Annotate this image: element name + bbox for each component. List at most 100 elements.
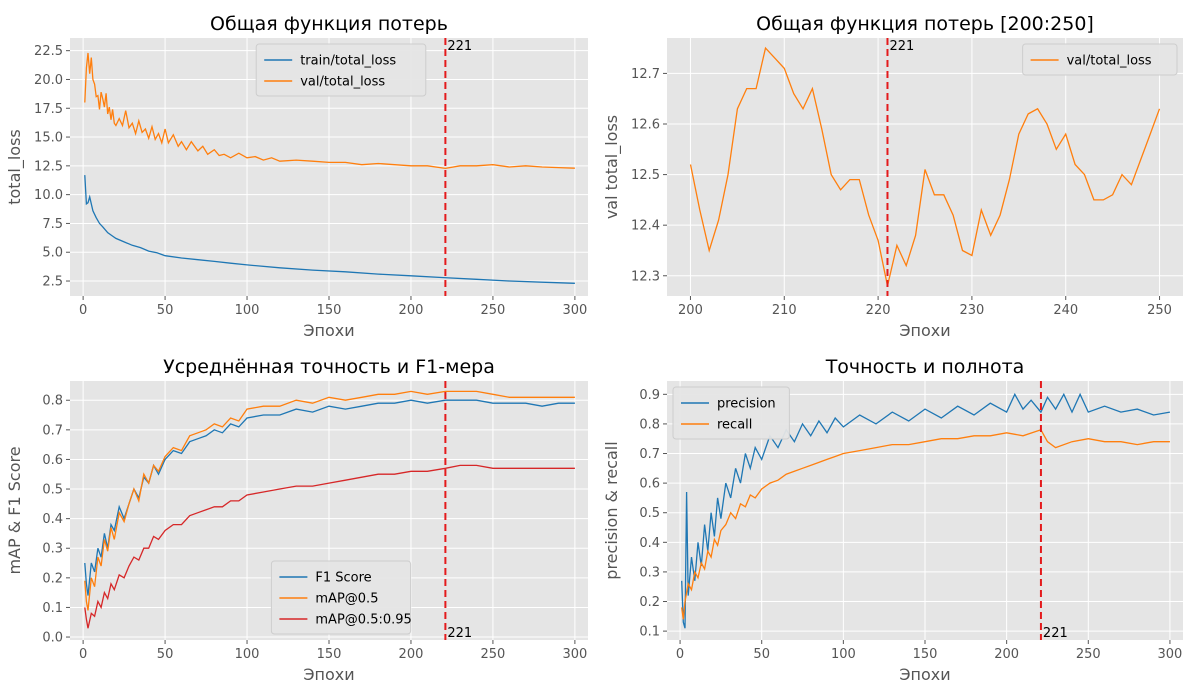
y-tick-label: 0.5 (42, 483, 63, 498)
series-line-val-total-loss (84, 52, 575, 170)
series-line-map-0-5 (84, 390, 575, 611)
y-tick-label: 7.5 (42, 217, 63, 232)
legend: val/total_loss (1022, 43, 1178, 76)
subplot-total-loss: Общая функция потерь 0 50 100 150 200 250 300 2… (5, 13, 588, 340)
x-tick-label: 0 (79, 647, 87, 662)
x-tick-label: 100 (831, 647, 856, 662)
x-tick-label: 200 (994, 647, 1019, 662)
legend-entry: recall (717, 418, 752, 433)
y-axis-label: val total_loss (602, 115, 622, 219)
y-tick-label: 12.4 (631, 219, 660, 234)
y-axis-label: precision & recall (602, 441, 621, 579)
x-tick-label: 150 (913, 647, 938, 662)
plot-area (667, 38, 1183, 296)
x-tick-label: 0 (79, 303, 87, 318)
legend-entry: mAP@0.5 (315, 592, 378, 607)
series-line-recall (681, 429, 1170, 620)
y-tick-label: 0.5 (639, 506, 660, 521)
legend-entry: val/total_loss (1067, 54, 1152, 69)
legend: train/total_loss val/total_loss (255, 43, 427, 97)
y-tick-label: 10.0 (34, 188, 63, 203)
series-line-map-0-5-0-95 (84, 464, 575, 629)
y-tick-label: 0.8 (42, 394, 63, 409)
x-axis-label: Эпохи (303, 321, 354, 340)
epoch-marker-label: 221 (889, 39, 914, 54)
x-tick-label: 250 (1147, 303, 1172, 318)
x-tick-label: 0 (676, 647, 684, 662)
x-axis-label: Эпохи (303, 665, 354, 684)
x-tick-label: 250 (481, 303, 506, 318)
x-tick-label: 300 (562, 647, 587, 662)
y-tick-label: 0.6 (639, 477, 660, 492)
epoch-marker-label: 221 (447, 626, 472, 641)
epoch-marker-label: 221 (1043, 626, 1068, 641)
x-tick-label: 150 (317, 647, 342, 662)
epoch-marker-label: 221 (447, 39, 472, 54)
y-tick-label: 0.9 (639, 388, 660, 403)
x-tick-label: 250 (1076, 647, 1101, 662)
x-tick-label: 240 (1053, 303, 1078, 318)
y-tick-label: 12.5 (631, 168, 660, 183)
y-tick-label: 15.0 (34, 131, 63, 146)
subplot-title: Точность и полнота (825, 356, 1025, 378)
x-tick-label: 210 (772, 303, 797, 318)
x-tick-label: 200 (678, 303, 703, 318)
y-tick-label: 0.1 (42, 601, 63, 616)
y-tick-label: 0.7 (42, 423, 63, 438)
x-tick-label: 100 (235, 303, 260, 318)
subplot-title: Общая функция потерь [200:250] (756, 13, 1094, 35)
y-tick-label: 0.4 (639, 536, 660, 551)
y-tick-label: 0.4 (42, 512, 63, 527)
y-axis-label: mAP & F1 Score (5, 446, 24, 574)
series-line-precision (681, 392, 1171, 629)
x-tick-label: 220 (866, 303, 891, 318)
y-tick-label: 0.3 (639, 565, 660, 580)
legend: precision recall (672, 386, 790, 440)
y-tick-label: 20.0 (34, 73, 63, 88)
y-tick-label: 12.3 (631, 269, 660, 284)
y-tick-label: 5.0 (42, 246, 63, 261)
y-tick-label: 0.3 (42, 542, 63, 557)
y-tick-label: 12.6 (631, 118, 660, 133)
y-tick-label: 0.1 (639, 625, 660, 640)
x-axis-label: Эпохи (899, 321, 950, 340)
y-tick-label: 0.6 (42, 453, 63, 468)
x-axis-label: Эпохи (899, 665, 950, 684)
x-tick-label: 250 (481, 647, 506, 662)
y-tick-label: 0.8 (639, 417, 660, 432)
subplot-map-f1: Усреднённая точность и F1-мера 0 50 100 150… (5, 356, 588, 684)
y-axis-label: total_loss (5, 129, 25, 205)
legend-entry: mAP@0.5:0.95 (315, 613, 411, 628)
x-tick-label: 300 (1158, 647, 1183, 662)
x-tick-label: 50 (157, 647, 174, 662)
legend-entry: train/total_loss (300, 54, 396, 69)
series-line-val-total-loss (689, 46, 1161, 287)
legend-entry: F1 Score (315, 571, 371, 586)
y-tick-label: 12.5 (34, 159, 63, 174)
y-tick-label: 0.7 (639, 447, 660, 462)
subplot-title: Усреднённая точность и F1-мера (163, 356, 495, 378)
series-line-train-total-loss (84, 175, 575, 284)
subplot-total-loss-zoom: Общая функция потерь [200:250] 200 210 220… (602, 13, 1183, 340)
subplot-title: Общая функция потерь (210, 13, 448, 35)
y-tick-label: 0.0 (42, 631, 63, 646)
y-tick-label: 12.7 (631, 67, 660, 82)
legend-entry: precision (717, 397, 776, 412)
x-tick-label: 200 (399, 303, 424, 318)
x-tick-label: 230 (959, 303, 984, 318)
x-tick-label: 100 (235, 647, 260, 662)
x-tick-label: 300 (562, 303, 587, 318)
x-tick-label: 200 (399, 647, 424, 662)
x-tick-label: 50 (753, 647, 770, 662)
x-tick-label: 150 (317, 303, 342, 318)
y-tick-label: 22.5 (34, 44, 63, 59)
y-tick-label: 0.2 (639, 595, 660, 610)
subplot-precision-recall: Точность и полнота 0 50 100 150 200 250 300 0.1… (602, 356, 1183, 684)
legend: F1 Score mAP@0.5 mAP@0.5:0.95 (270, 560, 412, 635)
x-tick-label: 50 (157, 303, 174, 318)
legend-entry: val/total_loss (300, 75, 385, 90)
y-tick-label: 2.5 (42, 275, 63, 290)
y-tick-label: 17.5 (34, 102, 63, 117)
y-tick-label: 0.2 (42, 571, 63, 586)
